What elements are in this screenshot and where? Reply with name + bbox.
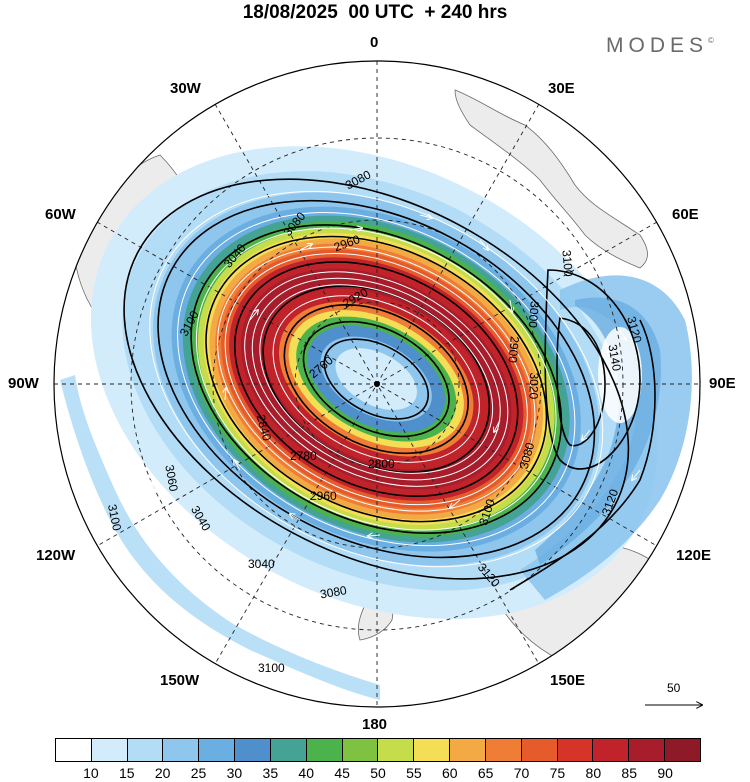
colorbar-segment <box>593 739 630 761</box>
lon-label-150e: 150E <box>550 672 586 689</box>
contour-label: 3000 <box>525 301 541 329</box>
colorbar-ticks: 10 15 20 25 30 35 40 45 50 55 60 65 70 75 80 85 90 <box>55 765 701 781</box>
colorbar-segment <box>378 739 415 761</box>
contour-label: 3140 <box>605 343 623 372</box>
lon-label-120w: 120W <box>36 547 76 564</box>
colorbar-tick-label: 60 <box>441 765 458 781</box>
map-border <box>53 60 701 708</box>
polar-map: 3080 3080 3100 3100 3100 3060 3040 3040 … <box>53 60 750 735</box>
lon-label-top: 0 <box>370 34 379 51</box>
contour-label: 3040 <box>248 557 275 571</box>
contour-label: 2840 <box>254 413 275 443</box>
colorbar-tick-label: 65 <box>477 765 494 781</box>
wind-streamlines <box>149 190 604 568</box>
contour-label: 3100 <box>559 249 575 277</box>
contour-label: 3020 <box>526 372 541 399</box>
contour-label: 3080 <box>319 583 348 601</box>
colorbar-tick-label: 10 <box>83 765 99 781</box>
pole-marker <box>374 381 380 387</box>
colorbar-segment <box>414 739 451 761</box>
contour-label: 2800 <box>368 457 395 471</box>
colorbar-segment <box>306 739 343 761</box>
brand-name: MODES <box>606 34 709 57</box>
lon-label-left: 90W <box>8 375 39 392</box>
secondary-jet-shading <box>60 275 692 700</box>
eastern-contours <box>509 269 656 591</box>
africa-land <box>454 89 648 269</box>
colorbar <box>55 738 701 762</box>
colorbar-tick-label: 45 <box>334 765 350 781</box>
colorbar-segment <box>342 739 379 761</box>
colorbar-tick-label: 50 <box>370 765 386 781</box>
lon-label-bottom: 180 <box>362 716 388 733</box>
lon-label-60e: 60E <box>672 206 699 223</box>
contour-label: 2900 <box>505 336 521 364</box>
wind-arrows <box>149 215 641 642</box>
colorbar-segment <box>629 739 666 761</box>
colorbar-tick-label: 25 <box>190 765 207 781</box>
contour-label: 3060 <box>162 464 180 493</box>
colorbar-tick-label: 35 <box>262 765 279 781</box>
height-contours <box>123 178 630 580</box>
lon-label-120e: 120E <box>676 547 712 564</box>
contour-label: 3100 <box>258 661 285 675</box>
map-title: 18/08/2025 00 UTC + 240 hrs <box>242 2 508 23</box>
colorbar-segment <box>91 739 128 761</box>
colorbar-segment <box>450 739 486 761</box>
colorbar-tick-label: 15 <box>118 765 135 781</box>
contour-label: 2780 <box>290 449 317 463</box>
map-disc <box>54 61 700 707</box>
colorbar-tick-label: 75 <box>549 765 566 781</box>
colorbar-segment <box>557 739 594 761</box>
colorbar-segment <box>270 739 307 761</box>
lon-label-60w: 60W <box>45 206 76 223</box>
colorbar-segment <box>235 739 271 761</box>
colorbar-tick-label: 85 <box>621 765 638 781</box>
colorbar-segment <box>521 739 558 761</box>
lon-label-30e: 30E <box>548 80 575 97</box>
contour-label: 3100 <box>105 503 124 532</box>
lon-label-right: 90E <box>709 375 736 392</box>
colorbar-tick-label: 70 <box>513 765 530 781</box>
contour-label: 2960 <box>310 489 337 503</box>
colorbar-segment <box>163 739 200 761</box>
colorbar-segment <box>127 739 164 761</box>
colorbar-segment <box>56 739 92 761</box>
colorbar-segment <box>665 739 700 761</box>
brand-logo: MODES© <box>606 34 714 58</box>
colorbar-tick-label: 80 <box>585 765 602 781</box>
contour-label: 3080 <box>517 441 538 471</box>
lon-label-150w: 150W <box>160 672 200 689</box>
colorbar-tick-label: 40 <box>298 765 315 781</box>
lon-label-30w: 30W <box>170 80 201 97</box>
colorbar-tick-label: 20 <box>154 765 171 781</box>
colorbar-tick-label: 55 <box>406 765 422 781</box>
colorbar-tick-label: 30 <box>226 765 243 781</box>
reference-vector-label: 50 <box>667 681 681 695</box>
contour-label: 3120 <box>624 315 645 345</box>
colorbar-segment <box>199 739 236 761</box>
colorbar-segment <box>485 739 522 761</box>
copyright-mark: © <box>708 36 714 45</box>
colorbar-tick-label: 90 <box>657 765 673 781</box>
